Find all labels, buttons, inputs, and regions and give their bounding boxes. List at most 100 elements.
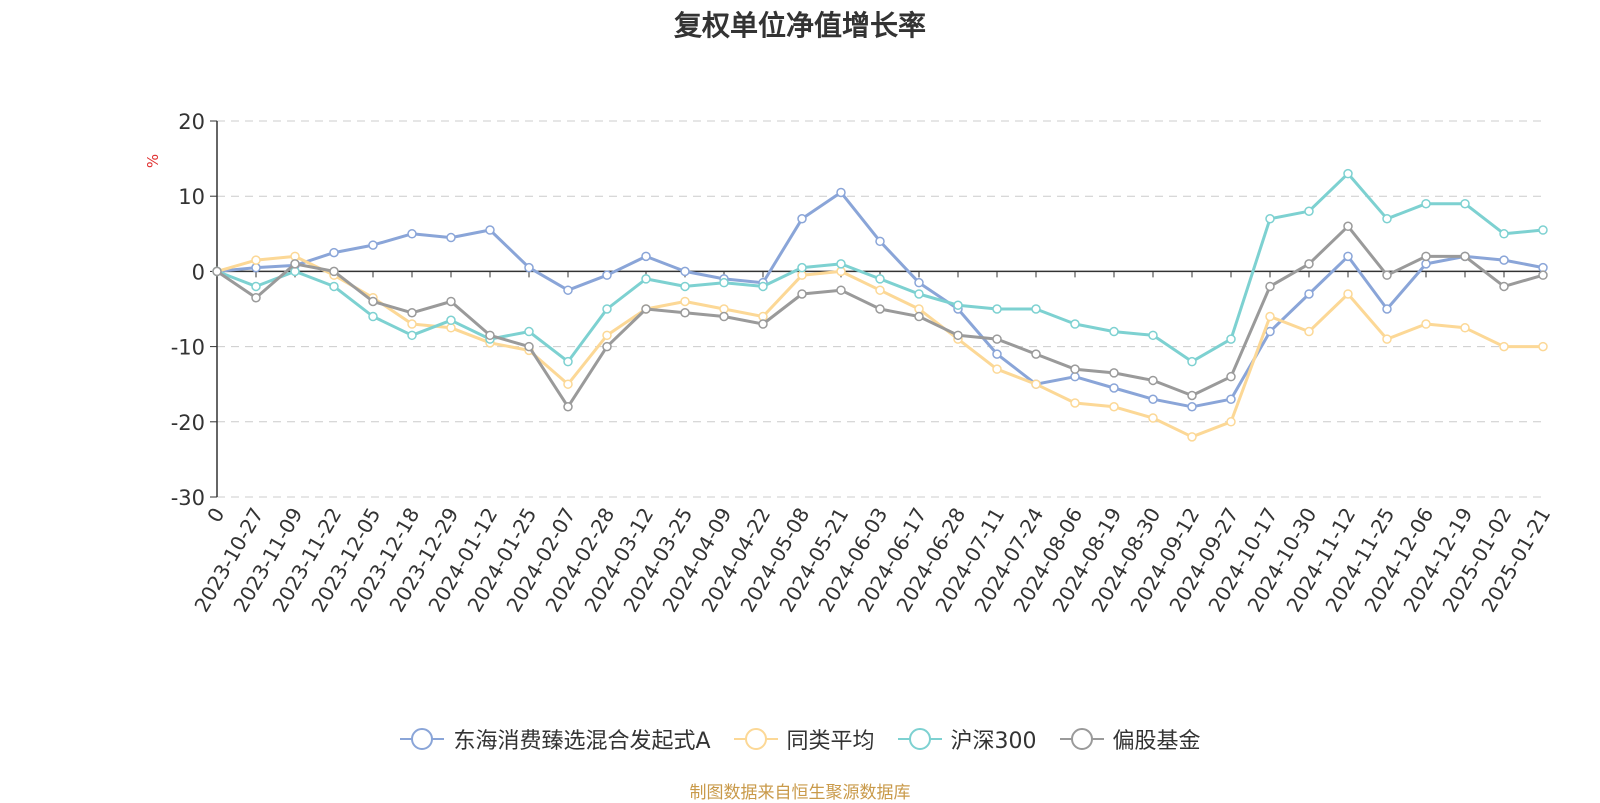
data-point[interactable] bbox=[758, 281, 768, 292]
legend-item[interactable]: 东海消费臻选混合发起式A bbox=[399, 723, 711, 755]
data-point[interactable] bbox=[251, 255, 261, 265]
data-point[interactable] bbox=[1109, 383, 1119, 393]
data-point[interactable] bbox=[1343, 289, 1353, 299]
data-point[interactable] bbox=[1265, 281, 1275, 292]
data-point[interactable] bbox=[680, 308, 690, 318]
data-point[interactable] bbox=[485, 330, 495, 341]
data-point[interactable] bbox=[524, 341, 534, 352]
data-point[interactable] bbox=[797, 214, 807, 224]
data-point[interactable] bbox=[1187, 390, 1197, 401]
data-point[interactable] bbox=[914, 277, 924, 288]
data-point[interactable] bbox=[251, 281, 261, 292]
data-point[interactable] bbox=[1148, 413, 1158, 423]
data-point[interactable] bbox=[641, 251, 651, 262]
data-point[interactable] bbox=[1343, 221, 1353, 232]
data-point[interactable] bbox=[602, 270, 612, 280]
data-point[interactable] bbox=[1460, 198, 1470, 209]
data-point[interactable] bbox=[1538, 225, 1548, 235]
data-point[interactable] bbox=[1226, 334, 1236, 344]
data-point[interactable] bbox=[368, 240, 378, 250]
data-point[interactable] bbox=[1265, 311, 1275, 322]
data-point[interactable] bbox=[1070, 319, 1080, 329]
data-point[interactable] bbox=[407, 330, 417, 341]
data-point[interactable] bbox=[251, 292, 261, 303]
data-point[interactable] bbox=[875, 285, 885, 295]
data-point[interactable] bbox=[992, 364, 1002, 374]
data-point[interactable] bbox=[329, 247, 339, 258]
data-point[interactable] bbox=[602, 341, 612, 352]
data-point[interactable] bbox=[1499, 229, 1509, 239]
data-point[interactable] bbox=[602, 330, 612, 341]
data-point[interactable] bbox=[1382, 214, 1392, 224]
data-point[interactable] bbox=[1421, 198, 1431, 209]
data-point[interactable] bbox=[563, 402, 573, 412]
data-point[interactable] bbox=[797, 289, 807, 299]
data-point[interactable] bbox=[1109, 402, 1119, 412]
data-point[interactable] bbox=[1382, 304, 1392, 314]
data-point[interactable] bbox=[1187, 432, 1197, 442]
data-point[interactable] bbox=[407, 229, 417, 239]
data-point[interactable] bbox=[563, 356, 573, 367]
data-point[interactable] bbox=[1343, 251, 1353, 262]
data-point[interactable] bbox=[524, 326, 534, 337]
data-point[interactable] bbox=[1421, 251, 1431, 262]
data-point[interactable] bbox=[1148, 394, 1158, 404]
legend-item[interactable]: 同类平均 bbox=[733, 723, 875, 755]
data-point[interactable] bbox=[1499, 255, 1509, 265]
data-point[interactable] bbox=[1187, 356, 1197, 367]
data-point[interactable] bbox=[368, 311, 378, 322]
data-point[interactable] bbox=[563, 285, 573, 295]
data-point[interactable] bbox=[1382, 334, 1392, 344]
data-point[interactable] bbox=[719, 277, 729, 288]
data-point[interactable] bbox=[1148, 375, 1158, 386]
data-point[interactable] bbox=[1304, 289, 1314, 299]
data-point[interactable] bbox=[1538, 270, 1548, 280]
data-point[interactable] bbox=[1499, 341, 1509, 352]
data-point[interactable] bbox=[368, 296, 378, 307]
data-point[interactable] bbox=[836, 259, 846, 269]
data-point[interactable] bbox=[1148, 330, 1158, 341]
data-point[interactable] bbox=[992, 304, 1002, 314]
data-point[interactable] bbox=[1226, 394, 1236, 404]
data-point[interactable] bbox=[797, 262, 807, 273]
data-point[interactable] bbox=[1460, 323, 1470, 333]
data-point[interactable] bbox=[641, 304, 651, 314]
data-point[interactable] bbox=[992, 334, 1002, 344]
data-point[interactable] bbox=[524, 262, 534, 273]
data-point[interactable] bbox=[1031, 304, 1041, 314]
data-point[interactable] bbox=[875, 274, 885, 284]
data-point[interactable] bbox=[719, 311, 729, 322]
data-point[interactable] bbox=[1070, 364, 1080, 374]
legend-item[interactable]: 偏股基金 bbox=[1059, 723, 1201, 755]
data-point[interactable] bbox=[329, 281, 339, 292]
data-point[interactable] bbox=[1031, 349, 1041, 359]
data-point[interactable] bbox=[836, 187, 846, 198]
data-point[interactable] bbox=[641, 274, 651, 284]
data-point[interactable] bbox=[1226, 371, 1236, 382]
data-point[interactable] bbox=[1538, 341, 1548, 352]
data-point[interactable] bbox=[446, 232, 456, 243]
data-point[interactable] bbox=[407, 308, 417, 318]
data-point[interactable] bbox=[875, 304, 885, 314]
data-point[interactable] bbox=[1304, 206, 1314, 216]
data-point[interactable] bbox=[680, 296, 690, 307]
data-point[interactable] bbox=[1343, 168, 1353, 179]
data-point[interactable] bbox=[1109, 368, 1119, 378]
data-point[interactable] bbox=[1382, 270, 1392, 280]
data-point[interactable] bbox=[446, 315, 456, 326]
data-point[interactable] bbox=[1109, 326, 1119, 337]
legend-item[interactable]: 沪深300 bbox=[897, 723, 1037, 755]
data-point[interactable] bbox=[446, 296, 456, 307]
data-point[interactable] bbox=[602, 304, 612, 314]
data-point[interactable] bbox=[914, 311, 924, 322]
data-point[interactable] bbox=[758, 319, 768, 329]
data-point[interactable] bbox=[329, 266, 339, 277]
data-point[interactable] bbox=[563, 379, 573, 389]
data-point[interactable] bbox=[836, 285, 846, 295]
data-point[interactable] bbox=[953, 330, 963, 341]
data-point[interactable] bbox=[1031, 379, 1041, 389]
data-point[interactable] bbox=[1226, 417, 1236, 427]
data-point[interactable] bbox=[1304, 326, 1314, 337]
data-point[interactable] bbox=[953, 300, 963, 310]
data-point[interactable] bbox=[1460, 251, 1470, 262]
